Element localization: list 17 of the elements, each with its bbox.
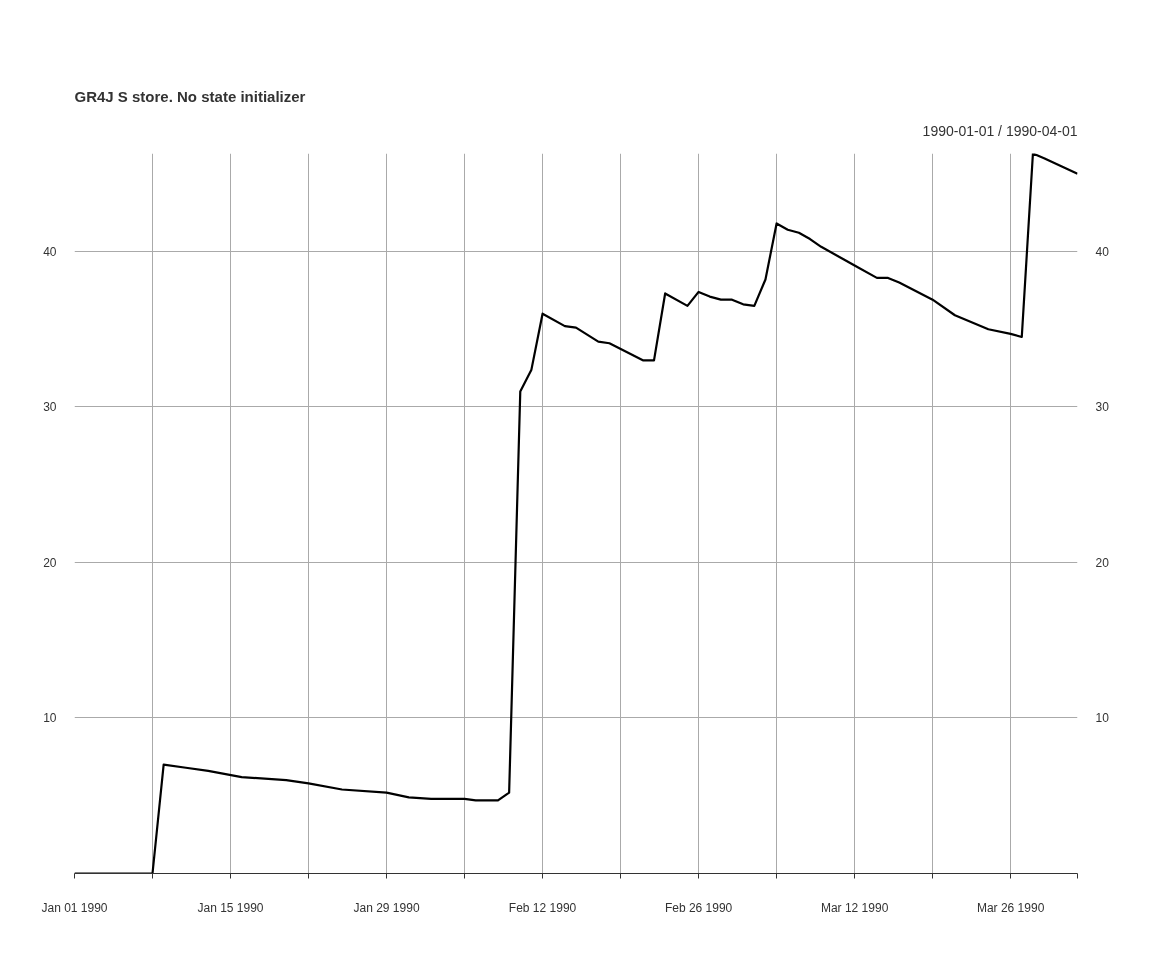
- y2-tick-label: 20: [1095, 555, 1110, 570]
- x-tick-label: Mar 12 1990: [820, 900, 889, 915]
- x-tick-label: Feb 12 1990: [508, 900, 577, 915]
- x-tick-label: Jan 29 1990: [353, 900, 420, 915]
- x-tick-label: Mar 26 1990: [976, 900, 1045, 915]
- y2-tick-label: 40: [1095, 244, 1110, 259]
- chart-title: GR4J S store. No state initializer: [74, 87, 306, 105]
- chart-subtitle: 1990-01-01 / 1990-04-01: [922, 122, 1078, 139]
- y2-tick-label: 10: [1095, 711, 1110, 726]
- x-tick-label: Jan 15 1990: [197, 900, 264, 915]
- y-tick-label: 10: [43, 711, 57, 726]
- y2-tick-label: 30: [1095, 400, 1110, 415]
- x-tick-label: Jan 01 1990: [41, 900, 108, 915]
- y-tick-label: 30: [43, 400, 57, 415]
- y-tick-label: 20: [43, 555, 57, 570]
- x-tick-label: Feb 26 1990: [664, 900, 733, 915]
- y-tick-label: 40: [43, 244, 57, 259]
